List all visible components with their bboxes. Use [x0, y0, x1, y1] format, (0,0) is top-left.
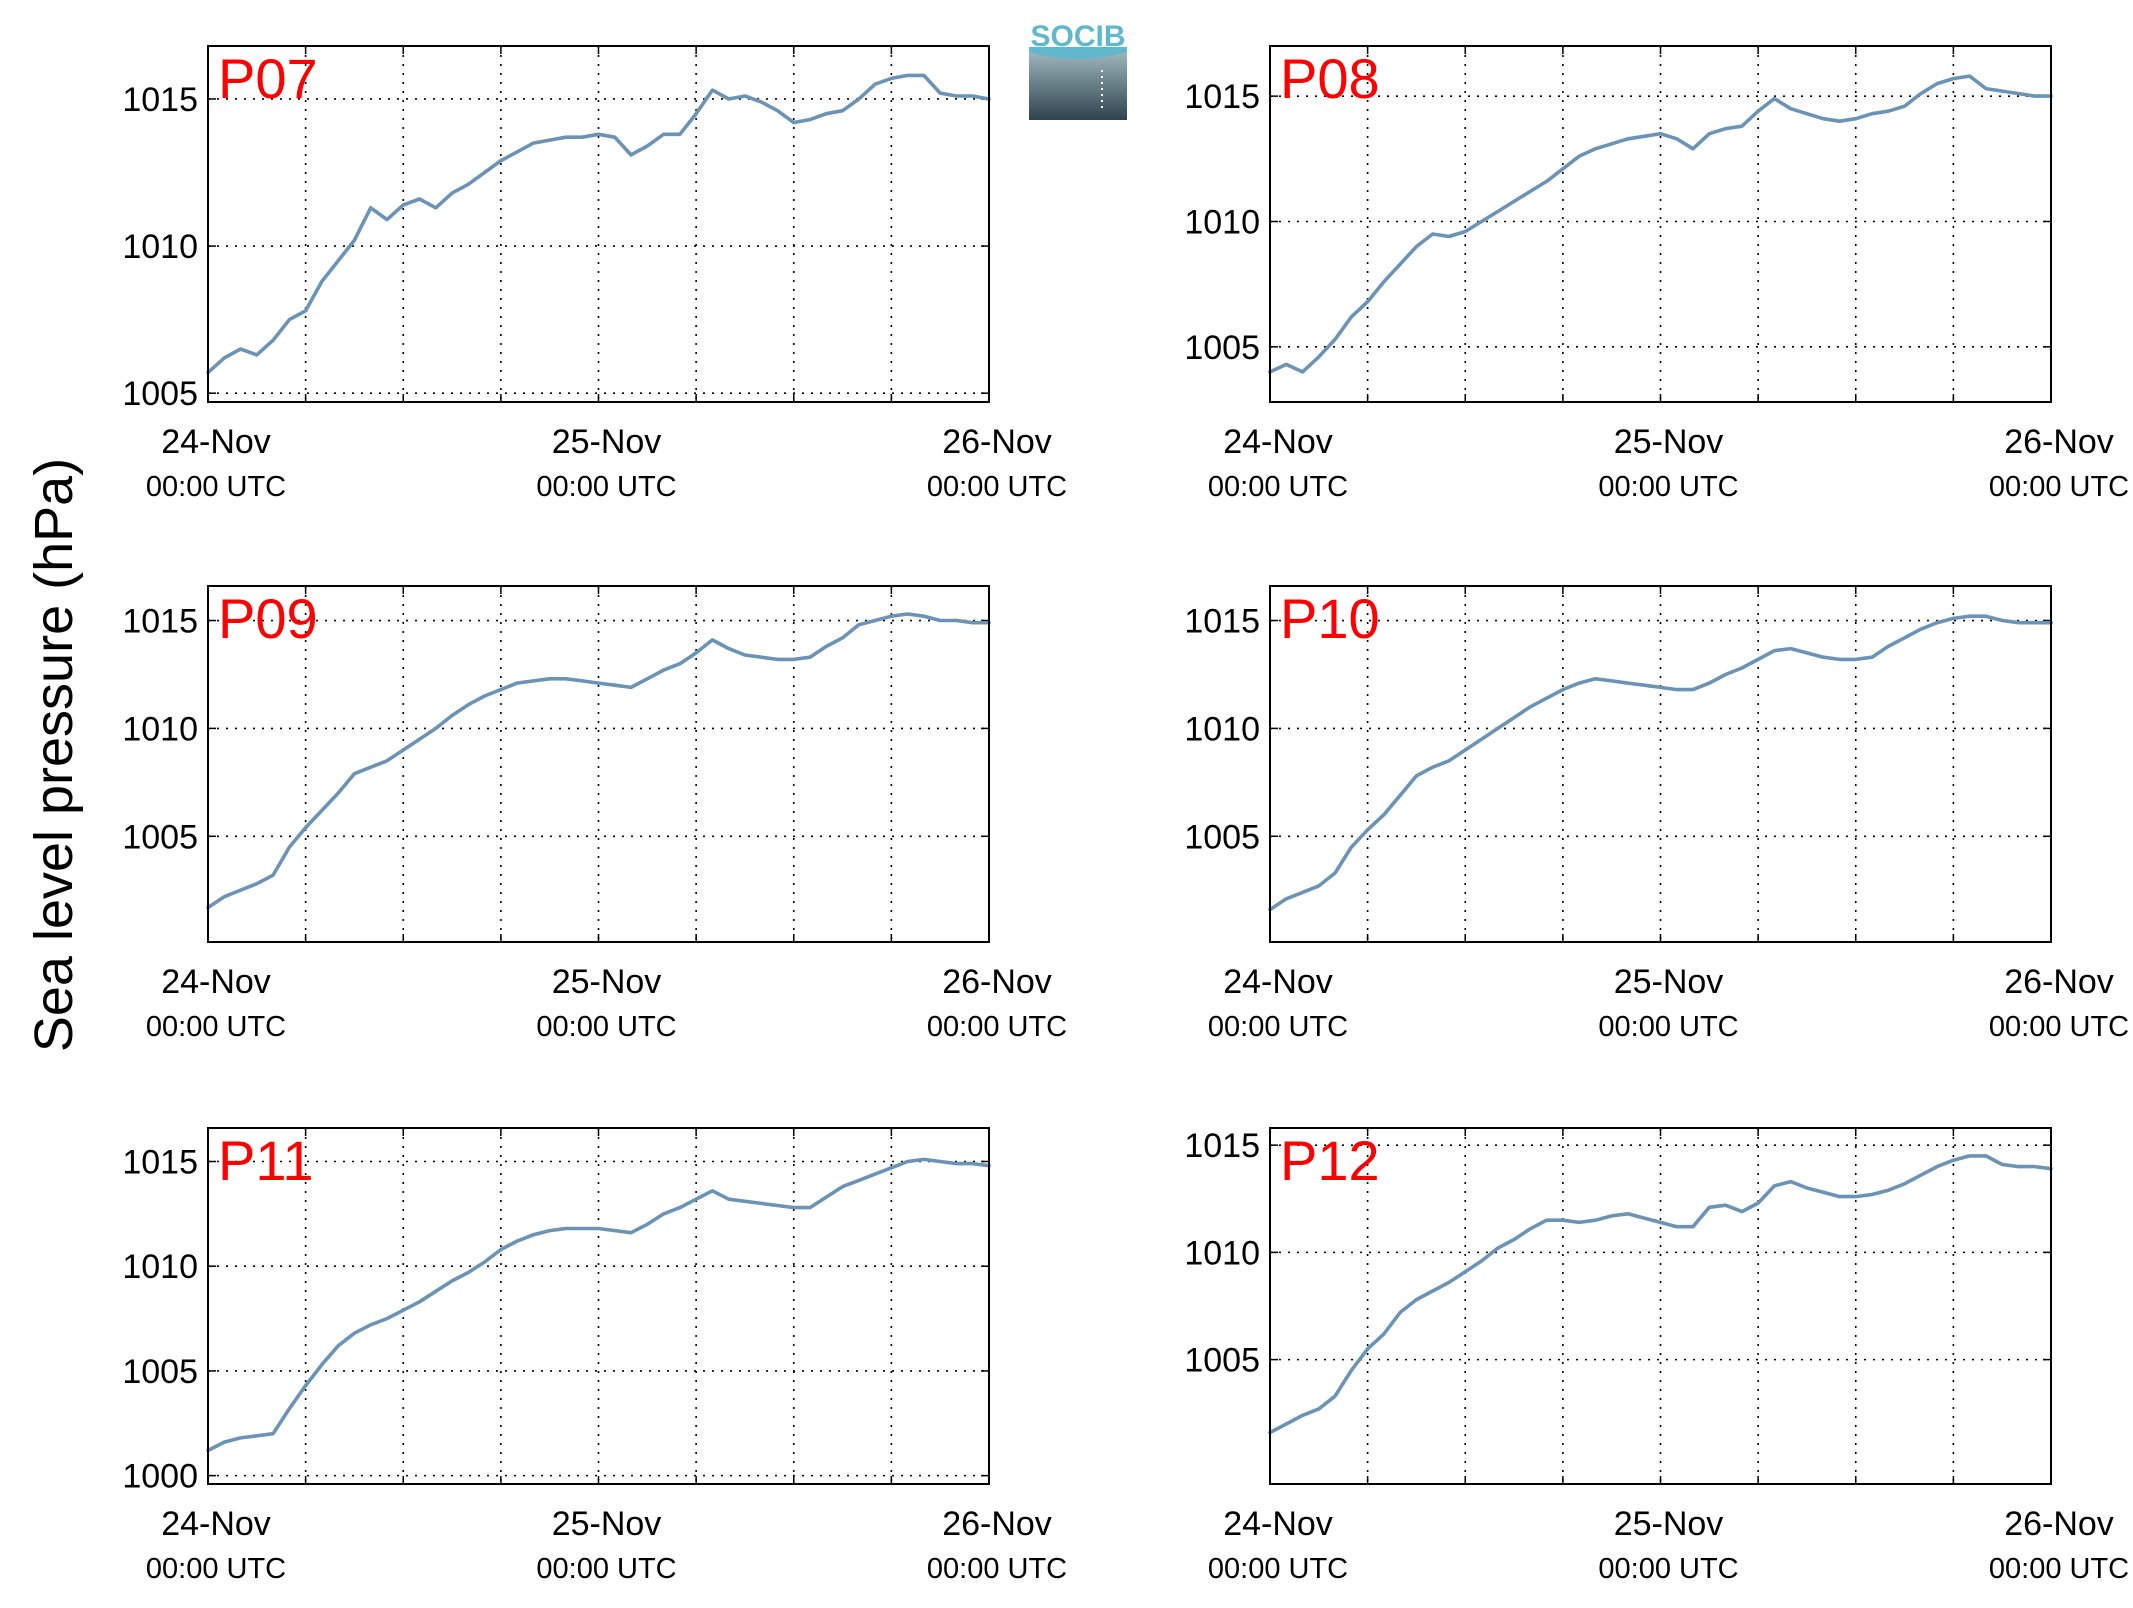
panel-p10: 1005 1010 1015 24-Nov 00:00 UTC 25-Nov 00:00 U… [1184, 585, 2129, 1043]
x-tick-label-time: 00:00 UTC [1598, 1011, 1738, 1043]
x-tick-label-time: 00:00 UTC [536, 1011, 676, 1043]
axes-frame [1269, 585, 2052, 943]
y-tick-label: 1015 [1184, 603, 1260, 641]
socib-logo: SOCIB [1029, 20, 1127, 120]
pressure-series-line [206, 612, 991, 910]
panel-label: P10 [1280, 587, 1380, 650]
subplot-panels: 1005 1010 1015 24-Nov 00:00 UTC 25-Nov 00:00 U… [122, 45, 2129, 1585]
y-tick-label: 1005 [122, 1353, 198, 1391]
axes-frame [1269, 45, 2052, 403]
x-tick-label-time: 00:00 UTC [536, 1553, 676, 1585]
y-tick-label: 1010 [122, 1248, 198, 1286]
x-tick-label-date: 26-Nov [942, 423, 1052, 461]
panel-label: P09 [218, 587, 318, 650]
y-tick-label: 1015 [122, 1144, 198, 1182]
pressure-series-line [206, 1157, 991, 1453]
y-axis-label: Sea level pressure (hPa) [24, 458, 84, 1052]
x-tick-label-date: 26-Nov [2004, 963, 2114, 1001]
x-tick-label-date: 24-Nov [161, 963, 271, 1001]
x-tick-label-date: 25-Nov [1614, 1505, 1724, 1543]
x-tick-label-time: 00:00 UTC [146, 1553, 286, 1585]
x-tick-label-date: 25-Nov [552, 1505, 662, 1543]
x-tick-label-date: 24-Nov [1223, 963, 1333, 1001]
y-tick-label: 1010 [1184, 710, 1260, 748]
x-tick-label-date: 26-Nov [2004, 1505, 2114, 1543]
x-tick-label-time: 00:00 UTC [146, 1011, 286, 1043]
x-tick-label-date: 24-Nov [1223, 1505, 1333, 1543]
y-tick-label: 1015 [122, 603, 198, 641]
logo-gradient-block [1029, 52, 1127, 120]
x-tick-label-time: 00:00 UTC [1989, 471, 2129, 503]
y-tick-label: 1015 [1184, 1127, 1260, 1165]
panel-label: P12 [1280, 1129, 1380, 1192]
y-tick-label: 1010 [1184, 203, 1260, 241]
axes-frame [207, 1127, 990, 1485]
pressure-series-line [206, 73, 991, 375]
x-tick-label-time: 00:00 UTC [1208, 471, 1348, 503]
y-tick-label: 1000 [122, 1458, 198, 1496]
x-tick-label-date: 24-Nov [161, 1505, 271, 1543]
x-tick-label-date: 25-Nov [552, 423, 662, 461]
x-tick-label-time: 00:00 UTC [1989, 1553, 2129, 1585]
pressure-series-line [1268, 614, 2053, 912]
y-tick-label: 1015 [1184, 78, 1260, 116]
pressure-series-line [1268, 1154, 2053, 1435]
panel-p12: 1005 1010 1015 24-Nov 00:00 UTC 25-Nov 00:00 U… [1184, 1127, 2129, 1585]
y-tick-label: 1005 [1184, 818, 1260, 856]
x-tick-label-time: 00:00 UTC [1598, 471, 1738, 503]
x-tick-label-time: 00:00 UTC [536, 471, 676, 503]
y-tick-label: 1010 [122, 228, 198, 266]
panel-p08: 1005 1010 1015 24-Nov 00:00 UTC 25-Nov 00:00 U… [1184, 45, 2129, 503]
x-tick-label-date: 26-Nov [2004, 423, 2114, 461]
panel-p07: 1005 1010 1015 24-Nov 00:00 UTC 25-Nov 00:00 U… [122, 45, 1067, 503]
y-tick-label: 1005 [122, 818, 198, 856]
x-tick-label-time: 00:00 UTC [927, 1553, 1067, 1585]
x-tick-label-date: 25-Nov [1614, 963, 1724, 1001]
panel-p11: 1000 1005 1010 1015 24-Nov 00:00 UTC 25-Nov 00:… [122, 1127, 1067, 1585]
x-tick-label-time: 00:00 UTC [927, 1011, 1067, 1043]
x-tick-label-time: 00:00 UTC [146, 471, 286, 503]
pressure-series-line [1268, 74, 2053, 374]
panel-label: P11 [218, 1129, 313, 1192]
y-tick-label: 1015 [122, 81, 198, 119]
x-tick-label-time: 00:00 UTC [1208, 1553, 1348, 1585]
y-tick-label: 1010 [1184, 1234, 1260, 1272]
axes-frame [207, 45, 990, 403]
x-tick-label-date: 25-Nov [1614, 423, 1724, 461]
y-tick-label: 1005 [1184, 329, 1260, 367]
x-tick-label-date: 24-Nov [1223, 423, 1333, 461]
x-tick-label-date: 26-Nov [942, 963, 1052, 1001]
panel-label: P07 [218, 47, 318, 110]
x-tick-label-date: 26-Nov [942, 1505, 1052, 1543]
y-tick-label: 1010 [122, 710, 198, 748]
x-tick-label-time: 00:00 UTC [927, 471, 1067, 503]
x-tick-label-time: 00:00 UTC [1208, 1011, 1348, 1043]
logo-wave-shape [1029, 47, 1127, 59]
x-tick-label-date: 24-Nov [161, 423, 271, 461]
logo-text: SOCIB [1030, 20, 1125, 53]
panel-label: P08 [1280, 47, 1380, 110]
y-tick-label: 1005 [1184, 1342, 1260, 1380]
y-tick-label: 1005 [122, 375, 198, 413]
axes-frame [1269, 1127, 2052, 1485]
x-tick-label-time: 00:00 UTC [1598, 1553, 1738, 1585]
axes-frame [207, 585, 990, 943]
x-tick-label-time: 00:00 UTC [1989, 1011, 2129, 1043]
x-tick-label-date: 25-Nov [552, 963, 662, 1001]
panel-p09: 1005 1010 1015 24-Nov 00:00 UTC 25-Nov 00:00 U… [122, 585, 1067, 1043]
